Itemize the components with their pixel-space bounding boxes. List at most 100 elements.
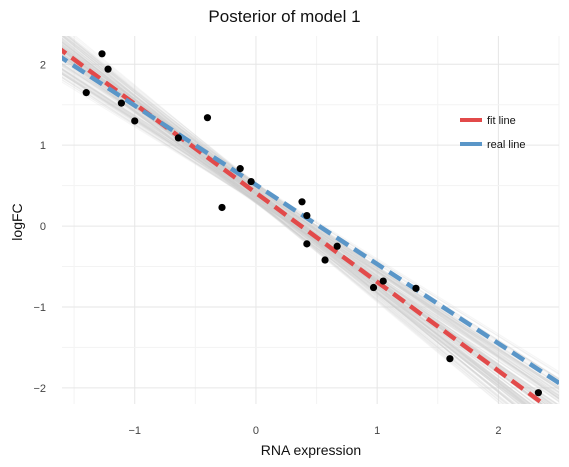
data-point (82, 89, 90, 97)
data-point (247, 177, 255, 186)
posterior-draw (63, 36, 540, 404)
data-point (117, 99, 125, 107)
tick-layer: −1 0 1 2 −2 −1 0 1 2 (33, 59, 501, 437)
y-tick-label: 0 (40, 221, 46, 233)
data-point (303, 211, 311, 220)
posterior-draw (62, 68, 559, 386)
data-point (379, 277, 387, 285)
posterior-draw (62, 60, 559, 400)
posterior-draw (62, 76, 559, 397)
posterior-draw (62, 69, 559, 404)
data-point (333, 242, 341, 250)
posterior-draw (62, 75, 559, 385)
posterior-draw (62, 56, 526, 404)
y-tick-label: −1 (33, 302, 46, 314)
posterior-draw (62, 36, 507, 404)
posterior-draw (62, 39, 506, 404)
data-point (218, 203, 226, 212)
posterior-draw (62, 40, 553, 404)
posterior-draw (62, 78, 559, 394)
posterior-draw (62, 37, 502, 404)
legend-label-fit-line: fit line (487, 115, 516, 127)
posterior-draw (62, 36, 515, 404)
posterior-draw (62, 72, 559, 388)
x-axis-label: RNA expression (261, 442, 361, 458)
posterior-draw (62, 40, 501, 404)
data-point (446, 355, 454, 363)
chart-title: Posterior of model 1 (208, 7, 361, 26)
posterior-draw (62, 70, 559, 403)
posterior-draw (62, 67, 559, 392)
posterior-draw (62, 76, 559, 397)
x-tick-label: 1 (374, 425, 380, 437)
x-tick-label: 2 (495, 425, 501, 437)
data-point (131, 117, 139, 125)
x-tick-label: 0 (253, 425, 259, 437)
data-point (321, 256, 329, 264)
posterior-draw (67, 36, 514, 404)
posterior-draw (62, 62, 559, 373)
real-line-series (62, 55, 559, 386)
data-point (369, 283, 378, 292)
posterior-draw (62, 36, 510, 404)
y-tick-label: 2 (40, 59, 46, 71)
data-point (104, 65, 112, 73)
legend-label-real-line: real line (487, 139, 526, 151)
posterior-draw (62, 71, 558, 404)
posterior-draw (62, 58, 544, 404)
data-point (412, 284, 420, 292)
posterior-draw (62, 73, 559, 386)
posterior-draw (62, 55, 525, 404)
posterior-draw (62, 68, 557, 404)
data-point (534, 389, 542, 397)
posterior-draw (62, 73, 559, 381)
posterior-draw (62, 37, 520, 404)
posterior-draw (62, 69, 559, 381)
posterior-draw (62, 73, 558, 404)
posterior-draw (62, 36, 514, 404)
line-layer (62, 47, 559, 404)
posterior-draw (62, 56, 523, 404)
posterior-draw (69, 36, 536, 404)
posterior-draw (68, 36, 530, 404)
posterior-draw (62, 41, 527, 404)
posterior-draw (65, 36, 515, 404)
posterior-draw (62, 69, 559, 404)
posterior-draw (62, 54, 524, 404)
posterior-draw (62, 72, 559, 383)
posterior-draw (62, 36, 547, 404)
posterior-draw (62, 38, 505, 404)
posterior-draw (62, 43, 523, 404)
posterior-draw (64, 36, 514, 404)
point-layer (82, 50, 542, 397)
posterior-draw (62, 54, 525, 404)
posterior-draw (71, 36, 528, 404)
posterior-draw (66, 36, 532, 404)
posterior-draw (62, 63, 559, 389)
posterior-draw (62, 68, 559, 390)
posterior-draw (62, 59, 543, 404)
legend: fit line real line (460, 115, 526, 151)
x-tick-label: −1 (128, 425, 141, 437)
data-point (203, 114, 212, 122)
posterior-draw (62, 71, 559, 380)
y-axis-label: logFC (9, 203, 25, 240)
posterior-draw (62, 65, 544, 404)
posterior-band (62, 36, 559, 404)
posterior-draw (62, 40, 517, 404)
data-point (174, 134, 182, 142)
posterior-draw (62, 57, 533, 404)
posterior-draw (62, 46, 559, 401)
posterior-draw (62, 36, 508, 404)
posterior-draw (62, 54, 529, 404)
posterior-draw (62, 37, 516, 404)
posterior-draw (62, 64, 559, 385)
posterior-draw (62, 41, 524, 404)
data-point (236, 165, 244, 173)
data-point (298, 198, 306, 206)
posterior-draw (62, 55, 542, 404)
data-point (98, 50, 106, 58)
posterior-draw (62, 41, 550, 404)
posterior-draw (62, 68, 559, 390)
